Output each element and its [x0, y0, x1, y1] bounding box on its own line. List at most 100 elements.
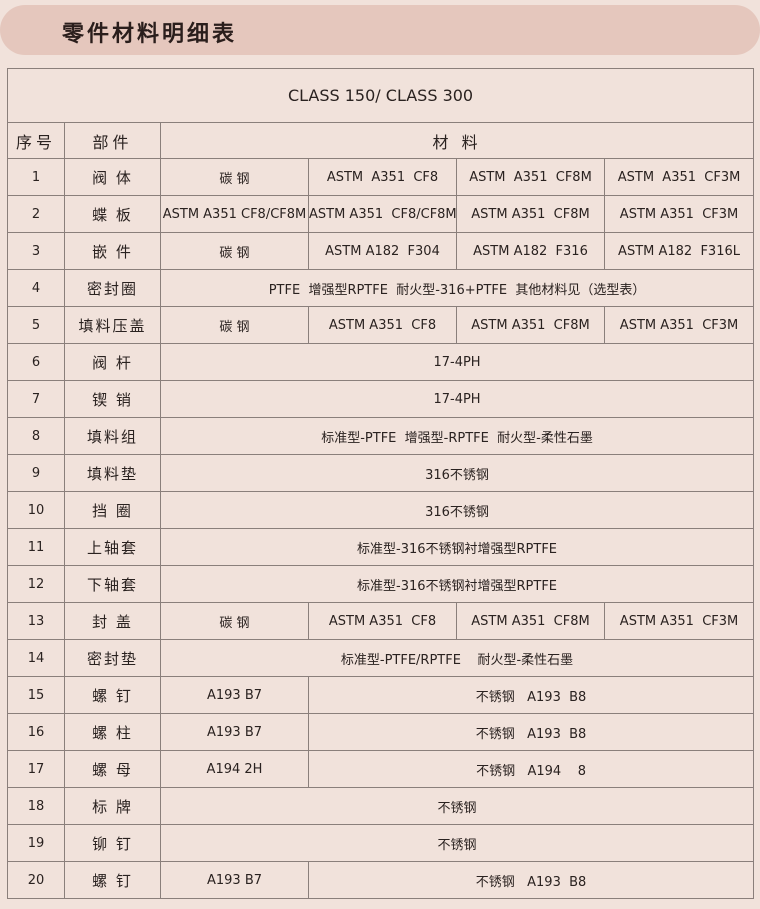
- material-cell: 316不锈钢: [159, 454, 755, 492]
- material-cell: ASTM A351 CF8/CF8M: [308, 195, 457, 233]
- class-row: CLASS 150/ CLASS 300: [6, 68, 755, 123]
- material-cell: 不锈钢 A194 8: [307, 750, 755, 788]
- row-number: 9: [7, 454, 65, 492]
- row-number: 3: [7, 232, 65, 270]
- table-row: 16 螺 柱 A193 B7 不锈钢 A193 B8: [7, 713, 755, 751]
- table-row: 20 螺 钉 A193 B7 不锈钢 A193 B8: [7, 861, 755, 899]
- part-name: 蝶 板: [64, 195, 161, 233]
- part-name: 螺 柱: [64, 713, 161, 751]
- material-cell: 标准型-PTFE 增强型-RPTFE 耐火型-柔性石墨: [159, 417, 755, 455]
- table-row: 15 螺 钉 A193 B7 不锈钢 A193 B8: [7, 676, 755, 714]
- row-number: 11: [7, 528, 65, 566]
- material-cell: ASTM A351 CF8M: [456, 158, 605, 196]
- material-cell: A193 B7: [160, 861, 309, 899]
- header-row: 序号 部件 材 料: [7, 122, 755, 159]
- material-cell: 标准型-316不锈钢衬增强型RPTFE: [159, 528, 755, 566]
- row-number: 5: [7, 306, 65, 344]
- row-number: 18: [7, 787, 65, 825]
- material-cell: ASTM A351 CF8M: [456, 195, 605, 233]
- part-name: 封 盖: [64, 602, 161, 640]
- material-cell: ASTM A351 CF3M: [603, 602, 755, 640]
- part-name: 阀 体: [64, 158, 161, 196]
- material-cell: A193 B7: [160, 713, 309, 751]
- material-cell: ASTM A351 CF3M: [603, 158, 755, 196]
- material-cell: ASTM A351 CF8: [308, 306, 457, 344]
- material-cell: 碳 钢: [160, 602, 309, 640]
- material-cell: 标准型-316不锈钢衬增强型RPTFE: [159, 565, 755, 603]
- material-cell: 17-4PH: [159, 380, 755, 418]
- table-row: 5 填料压盖碳 钢 ASTM A351 CF8 ASTM A351 CF8M ASTM …: [7, 306, 755, 344]
- row-number: 4: [7, 269, 65, 307]
- table-row: 12 下轴套 标准型-316不锈钢衬增强型RPTFE: [7, 565, 755, 603]
- header-no: 序号: [7, 122, 65, 159]
- row-number: 12: [7, 565, 65, 603]
- table-row: 11 上轴套 标准型-316不锈钢衬增强型RPTFE: [7, 528, 755, 566]
- part-name: 锲 销: [64, 380, 161, 418]
- row-number: 2: [7, 195, 65, 233]
- part-name: 密封圈: [64, 269, 161, 307]
- row-number: 17: [7, 750, 65, 788]
- material-cell: ASTM A182 F316L: [603, 232, 755, 270]
- table-row: 10 挡 圈 316不锈钢: [7, 491, 755, 529]
- page-title: 零件材料明细表: [62, 22, 238, 47]
- header-material: 材 料: [159, 122, 755, 159]
- title-banner: 零件材料明细表: [0, 5, 760, 55]
- part-name: 铆 钉: [64, 824, 161, 862]
- part-name: 标 牌: [64, 787, 161, 825]
- row-number: 8: [7, 417, 65, 455]
- part-name: 密封垫: [64, 639, 161, 677]
- part-name: 填料垫: [64, 454, 161, 492]
- material-cell: ASTM A351 CF8/CF8M: [160, 195, 309, 233]
- part-name: 下轴套: [64, 565, 161, 603]
- table-row: 18 标 牌不锈钢: [7, 787, 755, 825]
- material-cell: 316不锈钢: [159, 491, 755, 529]
- material-cell: 不锈钢 A193 B8: [307, 713, 755, 751]
- material-cell: 不锈钢 A193 B8: [307, 676, 755, 714]
- part-name: 上轴套: [64, 528, 161, 566]
- part-name: 挡 圈: [64, 491, 161, 529]
- material-cell: 17-4PH: [159, 343, 755, 381]
- part-name: 螺 钉: [64, 861, 161, 899]
- material-cell: ASTM A182 F304: [308, 232, 457, 270]
- table-row: 17 螺 母 A194 2H 不锈钢 A194 8: [7, 750, 755, 788]
- table-row: 19 铆 钉不锈钢: [7, 824, 755, 862]
- material-cell: ASTM A351 CF8M: [456, 602, 605, 640]
- material-cell: 不锈钢: [159, 824, 755, 862]
- row-number: 7: [7, 380, 65, 418]
- part-name: 阀 杆: [64, 343, 161, 381]
- row-number: 10: [7, 491, 65, 529]
- row-number: 16: [7, 713, 65, 751]
- table-row: 8 填料组 标准型-PTFE 增强型-RPTFE 耐火型-柔性石墨: [7, 417, 755, 455]
- row-number: 6: [7, 343, 65, 381]
- part-name: 螺 母: [64, 750, 161, 788]
- part-name: 填料压盖: [64, 306, 161, 344]
- row-number: 13: [7, 602, 65, 640]
- table-row: 9 填料垫 316不锈钢: [7, 454, 755, 492]
- material-cell: A193 B7: [160, 676, 309, 714]
- row-number: 20: [7, 861, 65, 899]
- material-cell: 不锈钢 A193 B8: [307, 861, 755, 899]
- material-cell: ASTM A351 CF3M: [603, 306, 755, 344]
- material-cell: ASTM A351 CF8: [308, 158, 457, 196]
- header-part: 部件: [64, 122, 161, 159]
- table-row: 14 密封垫 标准型-PTFE/RPTFE 耐火型-柔性石墨: [7, 639, 755, 677]
- material-cell: ASTM A182 F316: [456, 232, 605, 270]
- row-number: 19: [7, 824, 65, 862]
- material-cell: PTFE 增强型RPTFE 耐火型-316+PTFE 其他材料见（选型表）: [159, 269, 755, 307]
- material-cell: ASTM A351 CF3M: [603, 195, 755, 233]
- material-cell: ASTM A351 CF8: [308, 602, 457, 640]
- part-name: 填料组: [64, 417, 161, 455]
- material-cell: 标准型-PTFE/RPTFE 耐火型-柔性石墨: [159, 639, 755, 677]
- row-number: 1: [7, 158, 65, 196]
- material-cell: A194 2H: [160, 750, 309, 788]
- row-number: 15: [7, 676, 65, 714]
- table-row: 13 封 盖碳 钢 ASTM A351 CF8 ASTM A351 CF8M ASTM …: [7, 602, 755, 640]
- part-name: 螺 钉: [64, 676, 161, 714]
- material-cell: 不锈钢: [159, 787, 755, 825]
- part-name: 嵌 件: [64, 232, 161, 270]
- material-cell: 碳 钢: [160, 306, 309, 344]
